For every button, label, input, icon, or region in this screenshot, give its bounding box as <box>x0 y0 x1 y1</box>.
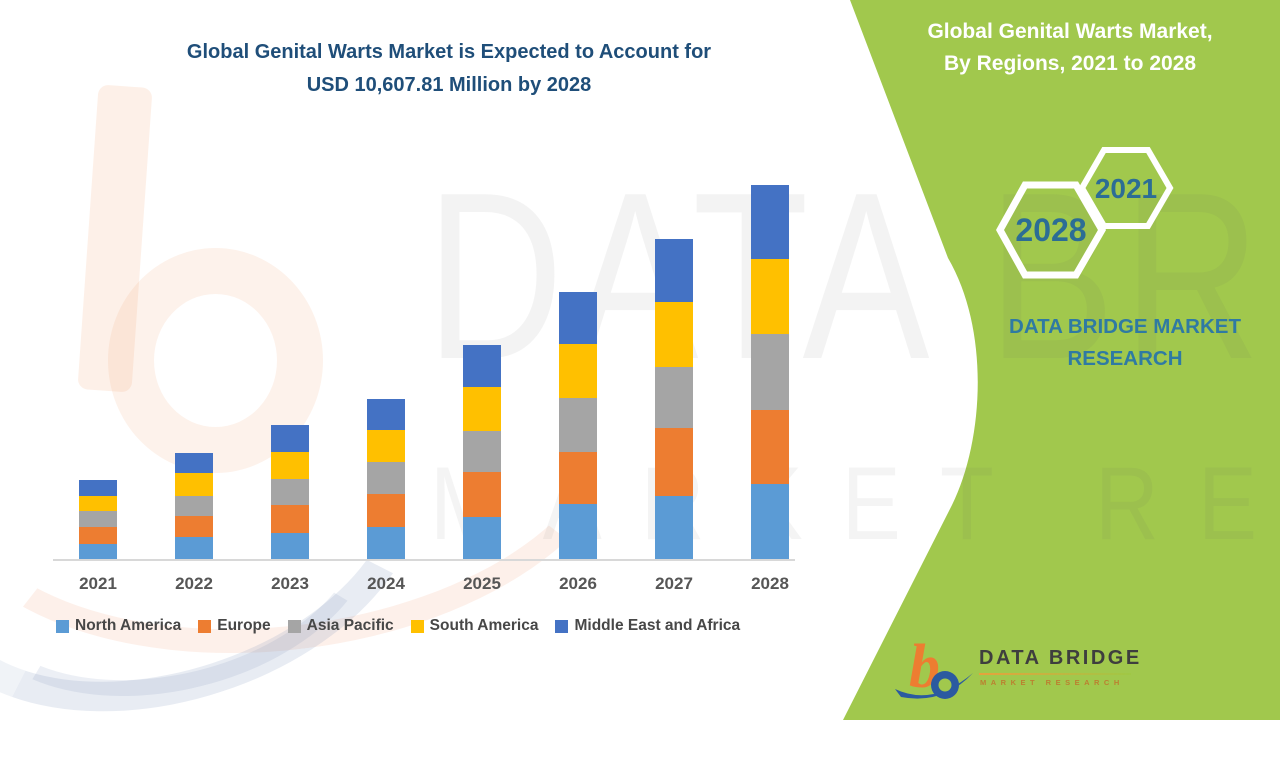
bar-segment-2026 <box>559 504 597 560</box>
x-axis-label-2023: 2023 <box>271 574 309 593</box>
bar-segment-2025 <box>463 430 501 472</box>
x-axis-label-2027: 2027 <box>655 574 693 593</box>
x-axis-line <box>53 559 795 561</box>
legend-item-middle-east-and-africa: Middle East and Africa <box>555 617 740 635</box>
x-axis-label-2028: 2028 <box>751 574 789 593</box>
x-axis-label-2022: 2022 <box>175 574 213 593</box>
bar-segment-2022 <box>175 452 213 473</box>
bar-segment-2027 <box>655 428 693 496</box>
bar-segment-2021 <box>79 511 117 528</box>
chart-legend: North America Europe Asia Pacific South Ame… <box>56 617 846 635</box>
panel-heading-line1: Global Genital Warts Market, <box>927 20 1213 43</box>
chart-plot: 2021 2022 2023 2024 2025 2026 2027 2028 <box>79 184 789 593</box>
bar-segment-2023 <box>271 532 309 560</box>
bar-segment-2027 <box>655 302 693 368</box>
x-axis-label-2021: 2021 <box>79 574 117 593</box>
bar-segment-2021 <box>79 544 117 560</box>
legend-swatch <box>410 619 424 633</box>
company-logo: b DATA BRIDGE MARKET RESEARCH <box>893 633 1143 711</box>
bar-segment-2023 <box>271 452 309 479</box>
bar-segment-2028 <box>751 409 789 484</box>
company-logo-name: DATA BRIDGE <box>979 647 1142 669</box>
bar-segment-2026 <box>559 397 597 453</box>
legend-swatch <box>555 619 569 633</box>
panel-heading: Global Genital Warts Market, By Regions,… <box>880 16 1260 80</box>
legend-item-europe: Europe <box>198 617 271 635</box>
hexagon-2021-label: 2021 <box>1095 173 1157 204</box>
company-logo-rule <box>979 673 1131 675</box>
panel-heading-line2: By Regions, 2021 to 2028 <box>943 52 1197 75</box>
legend-label: South America <box>429 617 539 634</box>
hexagon-2028-label: 2028 <box>1015 212 1086 248</box>
brand-text-line2: RESEARCH <box>1067 347 1183 370</box>
legend-label: Middle East and Africa <box>574 617 741 634</box>
legend-label: North America <box>75 617 182 634</box>
bar-segment-2021 <box>79 527 117 544</box>
bar-segment-2024 <box>367 429 405 462</box>
bar-segment-2022 <box>175 516 213 537</box>
company-logo-icon: b <box>895 633 973 701</box>
bar-segment-2027 <box>655 495 693 560</box>
bar-segment-2022 <box>175 496 213 517</box>
bar-2024 <box>367 398 405 560</box>
x-axis-label-2026: 2026 <box>559 574 597 593</box>
legend-item-north-america: North America <box>56 617 181 635</box>
bar-2023 <box>271 425 309 560</box>
legend-item-south-america: South America <box>410 617 539 635</box>
chart-title-line2: USD 10,607.81 Million by 2028 <box>306 74 592 96</box>
legend-item-asia-pacific: Asia Pacific <box>287 617 394 635</box>
bar-segment-2024 <box>367 493 405 527</box>
x-axis-label-2025: 2025 <box>463 574 501 593</box>
legend-swatch <box>56 619 69 633</box>
legend-label: Asia Pacific <box>306 617 394 634</box>
bar-segment-2023 <box>271 425 309 453</box>
bar-segment-2024 <box>367 526 405 560</box>
legend-swatch <box>198 619 212 633</box>
bar-segment-2023 <box>271 505 309 533</box>
bar-segment-2027 <box>655 238 693 303</box>
chart-title-line1: Global Genital Warts Market is Expected … <box>186 41 712 63</box>
bar-segment-2028 <box>751 184 789 259</box>
bar-segment-2028 <box>751 258 789 334</box>
legend-swatch <box>287 619 301 633</box>
bar-segment-2022 <box>175 472 213 497</box>
chart-title: Global Genital Warts Market is Expected … <box>49 36 849 102</box>
legend-label: Europe <box>217 617 271 634</box>
hexagon-2028 <box>995 181 1107 279</box>
bar-2025 <box>463 344 501 560</box>
brand-text: DATA BRIDGE MARKET RESEARCH <box>965 311 1280 375</box>
bar-segment-2028 <box>751 333 789 410</box>
bar-segment-2023 <box>271 478 309 506</box>
bar-segment-2026 <box>559 343 597 398</box>
bar-segment-2025 <box>463 344 501 388</box>
bar-2026 <box>559 291 597 560</box>
bar-segment-2028 <box>751 483 789 560</box>
hexagon-badges: 2021 2028 <box>995 147 1174 279</box>
bar-segment-2027 <box>655 367 693 429</box>
hexagon-2021 <box>1078 147 1174 229</box>
bar-segment-2021 <box>79 480 117 496</box>
company-logo-tagline: MARKET RESEARCH <box>980 678 1124 687</box>
bar-segment-2022 <box>175 537 213 560</box>
bar-2022 <box>175 452 213 560</box>
bar-segment-2021 <box>79 495 117 512</box>
bar-segment-2025 <box>463 471 501 518</box>
bar-segment-2024 <box>367 461 405 494</box>
bar-segment-2026 <box>559 291 597 344</box>
bar-segment-2025 <box>463 387 501 431</box>
brand-text-line1: DATA BRIDGE MARKET <box>1009 315 1241 338</box>
bar-2027 <box>655 238 693 560</box>
green-side-panel <box>843 0 1280 720</box>
bar-segment-2024 <box>367 398 405 430</box>
bar-segment-2025 <box>463 517 501 560</box>
x-axis-label-2024: 2024 <box>367 574 405 593</box>
bar-2021 <box>79 480 117 560</box>
bar-segment-2026 <box>559 452 597 504</box>
bar-2028 <box>751 184 789 560</box>
